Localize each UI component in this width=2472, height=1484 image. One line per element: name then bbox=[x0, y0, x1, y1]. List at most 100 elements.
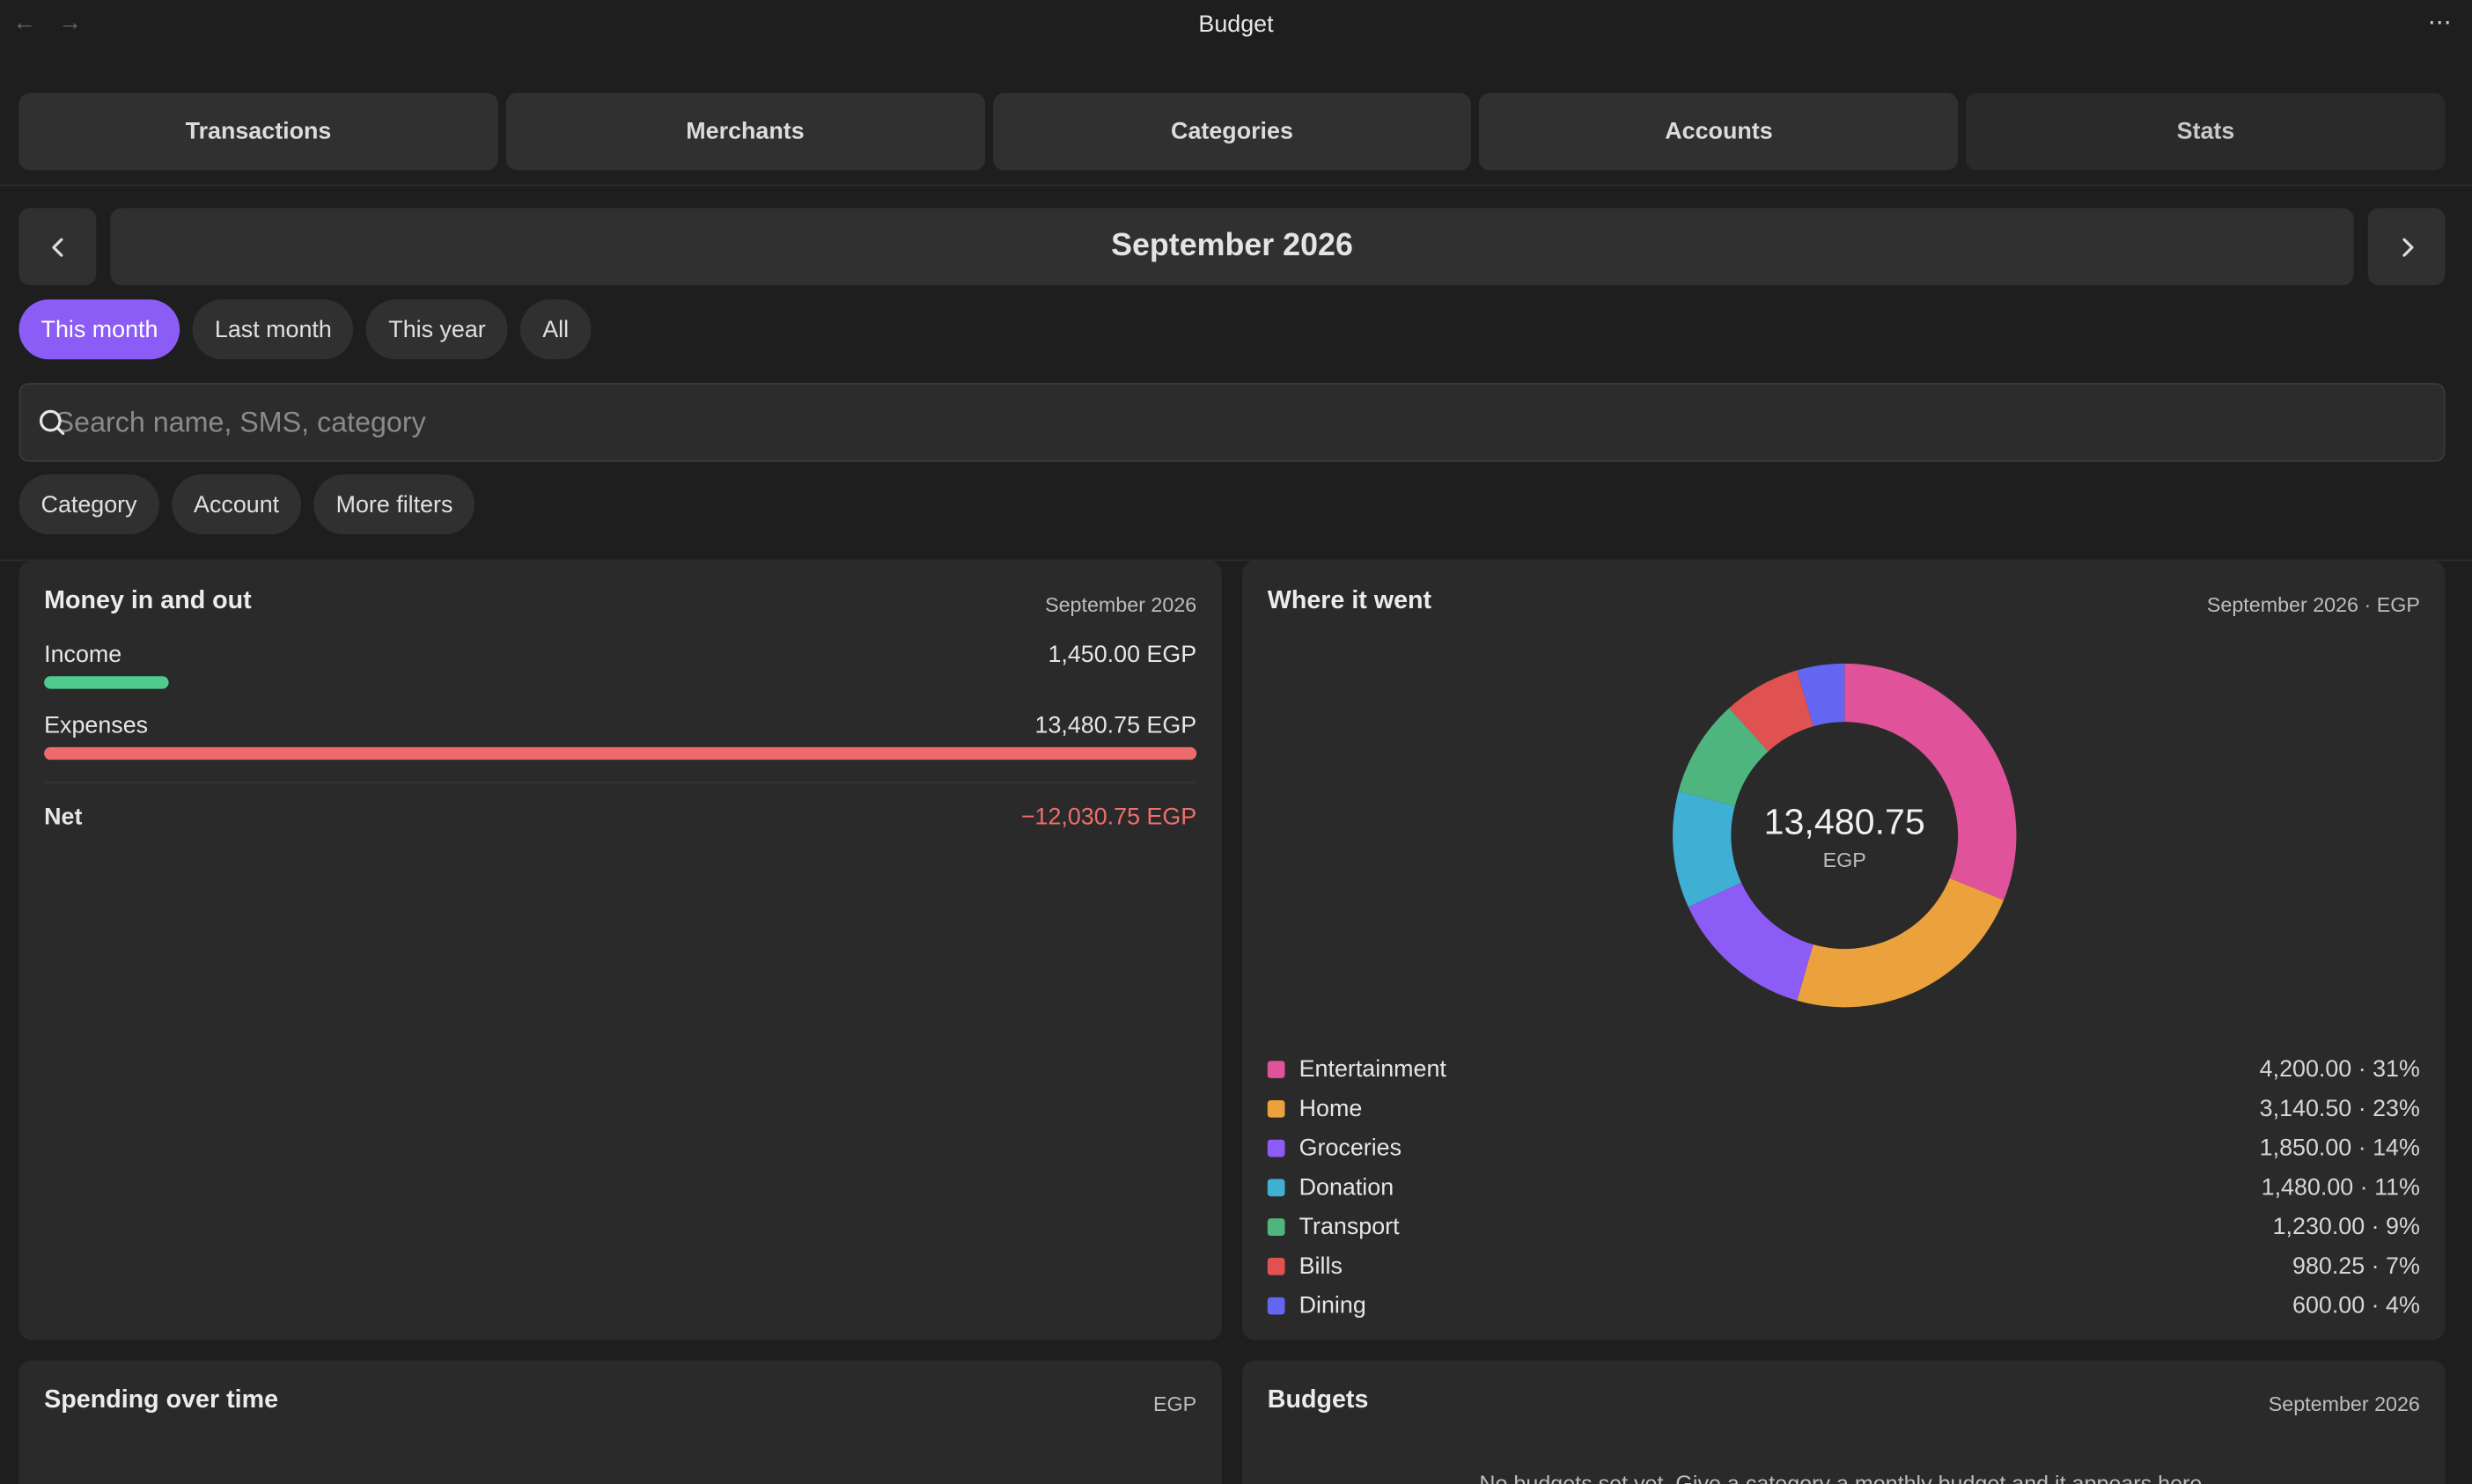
legend-item-bills[interactable]: Bills 980.25 · 7% bbox=[1267, 1247, 2420, 1287]
legend-swatch bbox=[1267, 1099, 1285, 1118]
legend-item-transport[interactable]: Transport 1,230.00 · 9% bbox=[1267, 1208, 2420, 1247]
legend-name: Transport bbox=[1299, 1213, 1400, 1241]
filter-more[interactable]: More filters bbox=[313, 474, 475, 535]
legend-name: Groceries bbox=[1299, 1135, 1402, 1162]
expenses-value: 13,480.75 EGP bbox=[1034, 712, 1197, 739]
legend-value: 1,480.00 · 11% bbox=[2261, 1174, 2420, 1201]
main-tabs: Transactions Merchants Categories Accoun… bbox=[18, 92, 2446, 171]
search-input[interactable] bbox=[55, 406, 2444, 439]
legend-value: 1,230.00 · 9% bbox=[2272, 1213, 2420, 1241]
chip-this-year[interactable]: This year bbox=[366, 299, 508, 360]
period-label[interactable]: September 2026 bbox=[110, 208, 2354, 286]
legend-label-group: Home bbox=[1267, 1095, 1363, 1123]
legend-swatch bbox=[1267, 1179, 1285, 1197]
tab-merchants[interactable]: Merchants bbox=[505, 92, 985, 171]
more-options-icon[interactable]: ⋯ bbox=[2427, 9, 2454, 37]
card-meta: September 2026 bbox=[2268, 1392, 2420, 1416]
tab-transactions[interactable]: Transactions bbox=[18, 92, 498, 171]
donut-svg bbox=[1673, 663, 2017, 1008]
donut-slice-bills[interactable] bbox=[1729, 670, 1814, 752]
tab-stats[interactable]: Stats bbox=[1966, 92, 2446, 171]
net-label: Net bbox=[44, 804, 83, 831]
next-period-button[interactable] bbox=[2367, 208, 2446, 286]
tab-accounts[interactable]: Accounts bbox=[1479, 92, 1959, 171]
donut-total: 13,480.75 bbox=[1763, 799, 1925, 841]
chip-this-month[interactable]: This month bbox=[18, 299, 180, 360]
legend-item-dining[interactable]: Dining 600.00 · 4% bbox=[1267, 1286, 2420, 1326]
legend-label-group: Bills bbox=[1267, 1253, 1343, 1280]
previous-period-button[interactable] bbox=[18, 208, 97, 286]
donut-slice-home[interactable] bbox=[1797, 878, 2005, 1008]
money-in-out-card: Money in and out September 2026 Income 1… bbox=[18, 561, 1222, 1341]
legend-swatch bbox=[1267, 1061, 1285, 1078]
legend-swatch bbox=[1267, 1297, 1285, 1315]
budgets-card: Budgets September 2026 No budgets set ye… bbox=[1242, 1360, 2446, 1484]
forward-arrow-icon[interactable]: → bbox=[58, 9, 83, 37]
card-title: Budgets bbox=[1267, 1386, 1369, 1414]
card-meta: September 2026 bbox=[1045, 592, 1197, 617]
donut-center: 13,480.75 EGP bbox=[1671, 662, 2018, 1009]
expenses-bar bbox=[44, 746, 1197, 760]
legend-item-home[interactable]: Home 3,140.50 · 23% bbox=[1267, 1089, 2420, 1128]
filters-divider bbox=[0, 559, 2472, 562]
card-meta: EGP bbox=[1153, 1392, 1197, 1416]
search-icon bbox=[36, 407, 68, 438]
income-label: Income bbox=[44, 641, 122, 669]
filter-category[interactable]: Category bbox=[18, 474, 159, 535]
period-selector: September 2026 bbox=[18, 208, 2446, 286]
donut-slice-transport[interactable] bbox=[1678, 708, 1769, 806]
card-meta: September 2026 · EGP bbox=[2206, 592, 2420, 617]
expenses-label: Expenses bbox=[44, 712, 149, 739]
filter-chips: Category Account More filters bbox=[18, 474, 475, 535]
card-title: Where it went bbox=[1267, 587, 1432, 615]
category-legend: Entertainment 4,200.00 · 31% Home 3,140.50 … bbox=[1267, 1050, 2420, 1326]
net-row: Net −12,030.75 EGP bbox=[44, 804, 1196, 830]
category-donut-chart: 13,480.75 EGP bbox=[1671, 662, 2018, 1009]
legend-swatch bbox=[1267, 1258, 1285, 1275]
legend-value: 980.25 · 7% bbox=[2292, 1253, 2420, 1281]
legend-swatch bbox=[1267, 1139, 1285, 1157]
income-value: 1,450.00 EGP bbox=[1048, 641, 1197, 669]
legend-value: 3,140.50 · 23% bbox=[2259, 1095, 2420, 1123]
donut-unit: EGP bbox=[1822, 847, 1866, 871]
back-arrow-icon[interactable]: ← bbox=[12, 9, 37, 37]
tab-categories[interactable]: Categories bbox=[992, 92, 1472, 171]
title-bar: ← → Budget ⋯ bbox=[0, 0, 2472, 48]
legend-label-group: Dining bbox=[1267, 1292, 1366, 1319]
chevron-left-icon bbox=[51, 237, 63, 256]
legend-swatch bbox=[1267, 1218, 1285, 1236]
legend-label-group: Groceries bbox=[1267, 1135, 1402, 1162]
donut-slice-donation[interactable] bbox=[1673, 790, 1741, 907]
legend-name: Donation bbox=[1299, 1174, 1394, 1201]
search-bar bbox=[18, 383, 2446, 462]
legend-value: 4,200.00 · 31% bbox=[2259, 1055, 2420, 1084]
legend-label-group: Entertainment bbox=[1267, 1055, 1446, 1084]
expenses-row: Expenses 13,480.75 EGP bbox=[44, 712, 1196, 738]
where-it-went-card: Where it went September 2026 · EGP 13,48… bbox=[1242, 561, 2446, 1341]
donut-slice-entertainment[interactable] bbox=[1844, 663, 2017, 900]
donut-slice-dining[interactable] bbox=[1797, 663, 1845, 727]
legend-name: Home bbox=[1299, 1095, 1363, 1123]
legend-label-group: Donation bbox=[1267, 1174, 1394, 1201]
legend-item-groceries[interactable]: Groceries 1,850.00 · 14% bbox=[1267, 1128, 2420, 1168]
income-bar bbox=[44, 676, 168, 689]
donut-slice-groceries[interactable] bbox=[1688, 882, 1814, 1001]
income-row: Income 1,450.00 EGP bbox=[44, 642, 1196, 668]
budgets-empty-message: No budgets set yet. Give a category a mo… bbox=[1479, 1470, 2209, 1484]
window-title: Budget bbox=[1198, 10, 1274, 38]
legend-value: 1,850.00 · 14% bbox=[2259, 1135, 2420, 1162]
range-chips: This month Last month This year All bbox=[18, 299, 592, 360]
legend-label-group: Transport bbox=[1267, 1213, 1400, 1241]
history-nav: ← → bbox=[12, 10, 82, 36]
chip-all[interactable]: All bbox=[520, 299, 592, 360]
chevron-right-icon bbox=[2402, 237, 2413, 256]
legend-item-donation[interactable]: Donation 1,480.00 · 11% bbox=[1267, 1168, 2420, 1208]
legend-name: Dining bbox=[1299, 1292, 1366, 1319]
filter-account[interactable]: Account bbox=[171, 474, 302, 535]
legend-item-entertainment[interactable]: Entertainment 4,200.00 · 31% bbox=[1267, 1050, 2420, 1090]
legend-name: Entertainment bbox=[1299, 1055, 1446, 1084]
chip-last-month[interactable]: Last month bbox=[192, 299, 354, 360]
legend-value: 600.00 · 4% bbox=[2292, 1292, 2420, 1319]
tabs-divider bbox=[0, 184, 2472, 187]
